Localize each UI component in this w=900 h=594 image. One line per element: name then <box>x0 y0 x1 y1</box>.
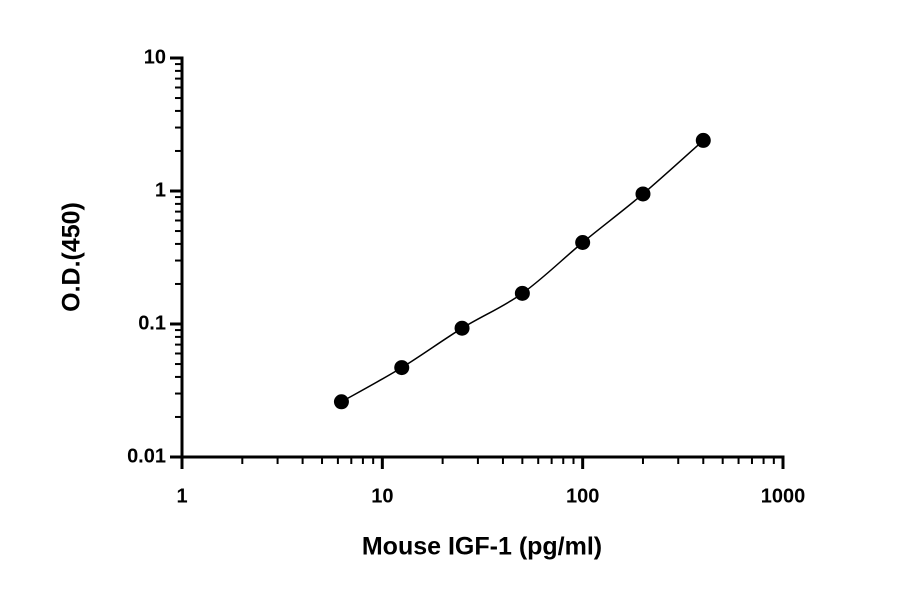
y-tick-label: 1 <box>155 179 166 201</box>
x-tick-label: 100 <box>566 485 599 507</box>
y-tick-label: 0.1 <box>138 312 166 334</box>
x-axis-title: Mouse IGF-1 (pg/ml) <box>362 533 602 561</box>
y-tick-label: 0.01 <box>127 445 166 467</box>
data-point <box>333 394 349 410</box>
fit-line <box>341 139 704 403</box>
x-tick-label: 1000 <box>761 485 806 507</box>
y-tick-label: 10 <box>144 46 166 68</box>
data-point <box>575 234 591 250</box>
data-point <box>514 285 530 301</box>
x-tick-label: 1 <box>176 485 187 507</box>
data-point <box>454 320 470 336</box>
data-point <box>635 186 651 202</box>
y-axis-title: O.D.(450) <box>58 202 86 312</box>
data-point <box>394 360 410 376</box>
x-tick-label: 10 <box>371 485 393 507</box>
data-point <box>695 132 711 148</box>
